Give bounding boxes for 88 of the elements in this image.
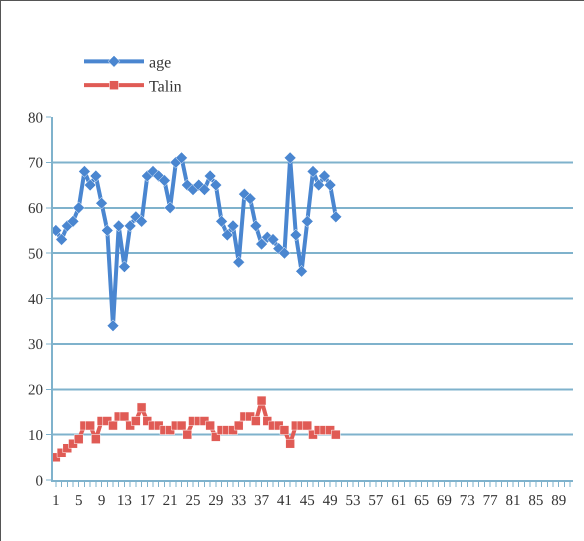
- point: [204, 170, 216, 182]
- x-tick-label: 89: [551, 493, 566, 509]
- point: [232, 256, 245, 268]
- point: [244, 192, 256, 205]
- y-tick-label: 80: [28, 110, 43, 126]
- point: [234, 420, 244, 430]
- x-tick-label: 37: [254, 493, 270, 509]
- x-tick-label: 29: [208, 493, 224, 509]
- point: [278, 247, 291, 260]
- y-tick-label: 50: [28, 246, 43, 262]
- y-tick-label: 60: [28, 201, 43, 217]
- point: [251, 416, 261, 426]
- point: [295, 265, 308, 278]
- point: [106, 320, 120, 332]
- x-tick-label: 21: [162, 493, 178, 509]
- x-tick-label: 9: [98, 493, 106, 509]
- point: [136, 402, 146, 412]
- point: [205, 420, 215, 430]
- point: [164, 202, 176, 214]
- point: [255, 238, 268, 250]
- point: [124, 220, 136, 232]
- y-tick-label: 20: [28, 382, 43, 398]
- x-tick-label: 53: [346, 493, 360, 509]
- x-tick-label: 73: [460, 493, 475, 509]
- point: [290, 228, 302, 242]
- point: [175, 152, 188, 164]
- x-tick-label: 57: [368, 493, 384, 509]
- point: [85, 420, 95, 430]
- legend-label: Talin: [149, 78, 182, 96]
- x-tick-label: 77: [482, 493, 498, 509]
- point: [108, 420, 118, 430]
- x-tick-label: 17: [140, 493, 156, 509]
- point: [318, 170, 331, 182]
- point: [74, 434, 84, 444]
- x-tick-label: 61: [391, 493, 406, 509]
- x-tick-label: 13: [116, 493, 132, 509]
- x-tick-label: 85: [528, 493, 544, 509]
- point: [158, 174, 171, 187]
- point: [302, 420, 312, 430]
- x-tick-label: 81: [506, 493, 520, 509]
- point: [210, 178, 222, 192]
- point: [131, 416, 141, 426]
- point: [215, 215, 228, 228]
- x-tick-label: 69: [436, 493, 452, 509]
- point: [226, 220, 240, 232]
- point: [256, 396, 266, 406]
- point: [301, 215, 314, 228]
- point: [118, 260, 131, 273]
- y-tick-label: 40: [28, 292, 43, 308]
- x-tick-label: 45: [300, 493, 315, 509]
- point: [90, 170, 102, 182]
- point: [72, 202, 85, 214]
- point: [280, 425, 290, 435]
- point: [284, 152, 296, 164]
- point: [285, 438, 295, 448]
- y-tick-label: 70: [28, 156, 43, 172]
- x-tick-label: 49: [322, 493, 338, 509]
- x-tick-label: 33: [231, 493, 246, 509]
- y-tick-label: 10: [28, 428, 43, 444]
- point: [78, 165, 91, 178]
- x-tick-label: 41: [276, 493, 292, 509]
- point: [331, 430, 341, 440]
- point: [120, 412, 130, 422]
- point: [84, 178, 96, 192]
- point: [176, 420, 186, 430]
- point: [306, 165, 320, 178]
- point: [221, 228, 234, 242]
- point: [330, 210, 342, 223]
- point: [66, 215, 80, 228]
- x-tick-label: 1: [52, 493, 60, 509]
- point: [135, 215, 148, 228]
- point: [101, 224, 114, 237]
- y-tick-label: 30: [28, 337, 43, 354]
- point: [91, 434, 101, 444]
- x-tick-label: 5: [74, 493, 82, 509]
- point: [324, 178, 336, 192]
- legend-label: age: [149, 54, 172, 72]
- point: [312, 178, 325, 192]
- y-tick-label: 0: [36, 473, 43, 490]
- point: [182, 430, 192, 440]
- x-tick-label: 65: [414, 493, 430, 509]
- point: [266, 233, 280, 246]
- x-tick-label: 25: [186, 493, 200, 509]
- point: [95, 197, 108, 210]
- point: [112, 220, 125, 232]
- point: [250, 220, 262, 232]
- point: [55, 233, 68, 246]
- point: [198, 184, 211, 196]
